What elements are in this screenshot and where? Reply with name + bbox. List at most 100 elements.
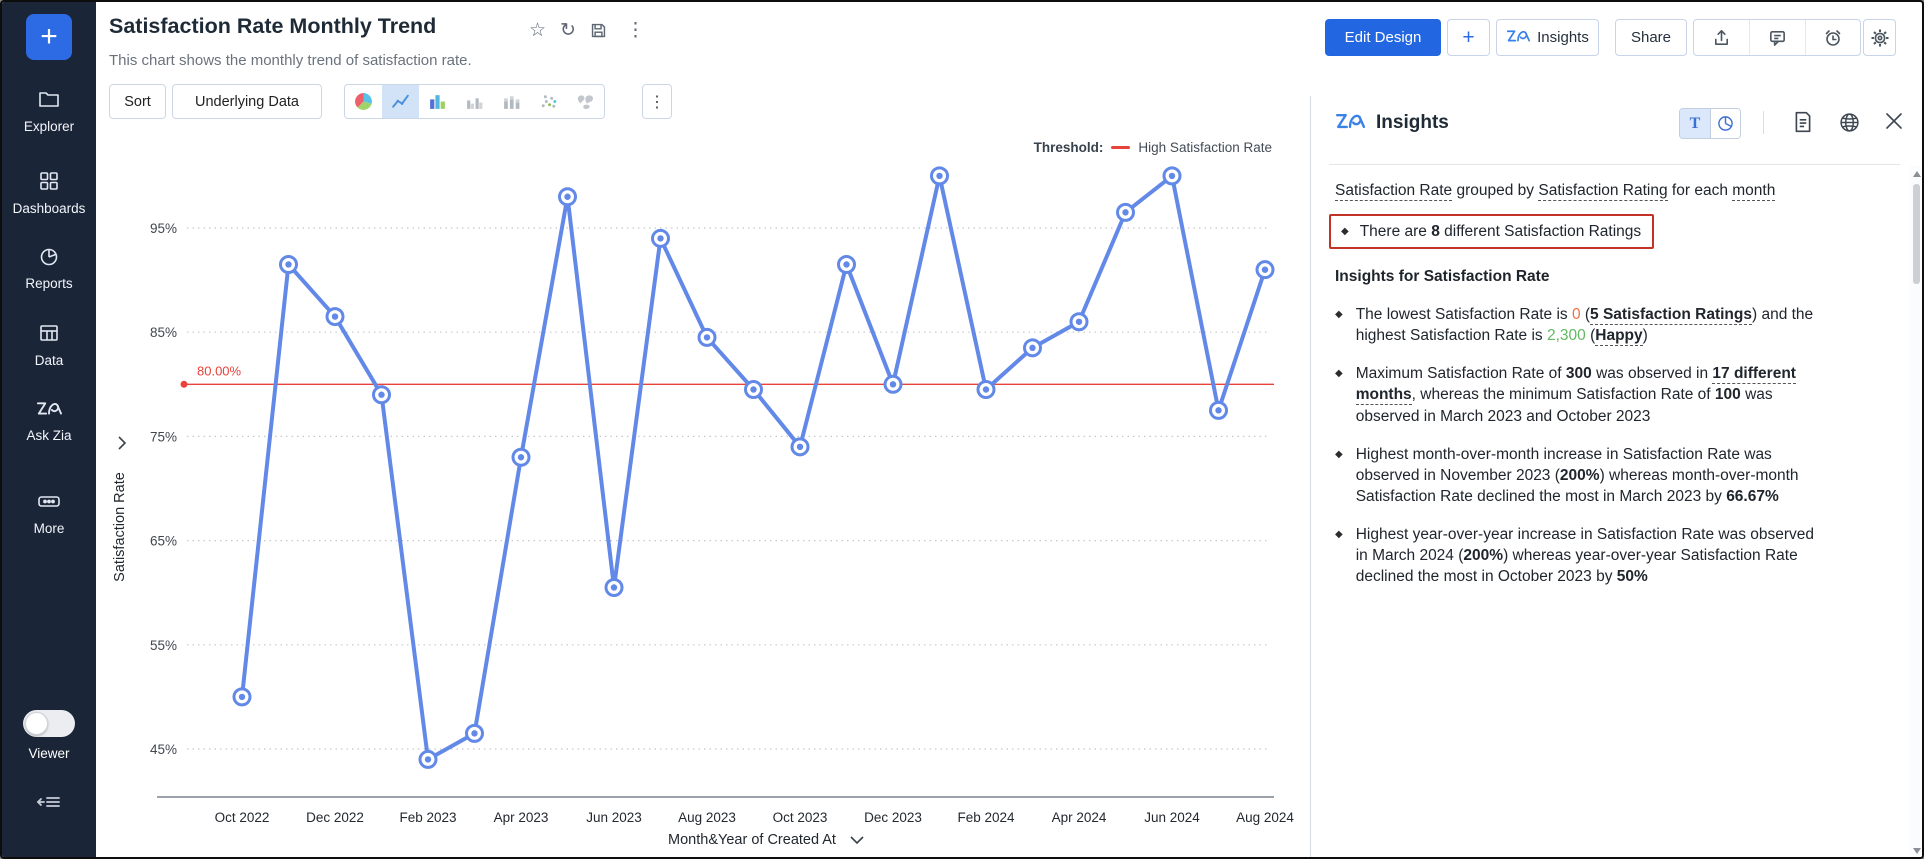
- data-point[interactable]: [651, 228, 670, 248]
- insight-text-segment[interactable]: 17 different months: [1355, 365, 1796, 406]
- insight-text-segment: ) and the highest Satisfaction Rate is: [1355, 306, 1814, 345]
- collapse-sidebar-icon[interactable]: [35, 790, 63, 814]
- data-point[interactable]: [790, 437, 810, 457]
- reports-pie-icon: [2, 243, 96, 269]
- highlighted-insight-text: There are 8 different Satisfaction Ratin…: [1360, 221, 1641, 242]
- alert-icon[interactable]: [1804, 20, 1860, 55]
- y-axis-title[interactable]: Satisfaction Rate: [112, 472, 128, 582]
- data-point[interactable]: [1209, 400, 1228, 420]
- viewer-mode-toggle[interactable]: [23, 710, 75, 737]
- comment-icon[interactable]: [1749, 20, 1804, 55]
- pie-chart-icon[interactable]: [345, 85, 382, 118]
- data-point[interactable]: [1162, 166, 1182, 186]
- insight-text-segment[interactable]: month: [1732, 182, 1776, 201]
- insight-text-segment: 200%: [1559, 466, 1600, 484]
- sidebar-item-explorer[interactable]: Explorer: [2, 86, 96, 134]
- chevron-down-icon: [850, 836, 864, 845]
- export-icon[interactable]: [1694, 20, 1749, 55]
- scroll-down-arrow[interactable]: [1913, 848, 1921, 854]
- insight-text-segment: ) whereas month-over-month Satisfaction …: [1355, 466, 1799, 505]
- text-view-toggle[interactable]: T: [1680, 109, 1710, 138]
- divider: [1763, 111, 1764, 134]
- threshold-value-label: 80.00%: [197, 363, 242, 378]
- data-point[interactable]: [1069, 312, 1089, 332]
- scrollbar-thumb[interactable]: [1913, 184, 1920, 284]
- sidebar-item-reports[interactable]: Reports: [2, 243, 96, 291]
- share-button[interactable]: Share: [1615, 19, 1687, 56]
- data-point[interactable]: [465, 723, 484, 743]
- summary-doc-icon[interactable]: [1793, 111, 1813, 138]
- insight-text-segment: 200%: [1463, 546, 1504, 564]
- bar-chart-icon[interactable]: [419, 85, 456, 118]
- data-point[interactable]: [930, 166, 949, 186]
- globe-icon[interactable]: [1839, 112, 1860, 138]
- title-kebab-icon[interactable]: ⋮: [626, 20, 645, 41]
- trend-line-chart[interactable]: 95% 85% 75% 65% 55% 45% 80.00% Oct 2022 Dec 2022…: [102, 132, 1302, 856]
- create-new-button[interactable]: +: [26, 14, 72, 60]
- sidebar-item-data[interactable]: Data: [2, 320, 96, 368]
- edit-design-button[interactable]: Edit Design: [1325, 19, 1441, 56]
- sidebar-item-label: Reports: [25, 276, 73, 291]
- insight-text-segment[interactable]: Satisfaction Rate: [1335, 182, 1453, 201]
- bullet-diamond-icon: ◆: [1335, 528, 1343, 540]
- sidebar-item-dashboards[interactable]: Dashboards: [2, 168, 96, 216]
- sidebar-item-ask-zia[interactable]: Ask Zia: [2, 395, 96, 443]
- legend-title: Threshold:: [1033, 140, 1104, 155]
- insight-text-segment: grouped by: [1452, 182, 1539, 199]
- data-point[interactable]: [1116, 202, 1135, 222]
- save-icon[interactable]: [590, 21, 607, 47]
- insight-bullet: ◆ Highest month-over-month increase in Sa…: [1335, 444, 1821, 507]
- scatter-plot-icon[interactable]: [530, 85, 567, 118]
- insight-text-segment[interactable]: 5 Satisfaction Ratings: [1590, 306, 1752, 326]
- map-chart-icon[interactable]: [567, 85, 604, 118]
- zia-icon: [1335, 110, 1366, 136]
- panel-scrollbar[interactable]: [1910, 166, 1922, 857]
- sidebar-item-label: More: [33, 521, 65, 536]
- data-point[interactable]: [511, 447, 531, 467]
- folder-icon: [2, 86, 96, 112]
- insights-button-label: Insights: [1537, 29, 1589, 46]
- insight-text-segment[interactable]: Satisfaction Rating: [1538, 182, 1668, 201]
- data-point[interactable]: [976, 380, 996, 400]
- insights-view-toggle: T: [1679, 108, 1741, 139]
- data-point[interactable]: [744, 380, 763, 400]
- insights-summary: Satisfaction Rate grouped by Satisfactio…: [1335, 180, 1827, 201]
- y-tick-label: 95%: [150, 221, 177, 236]
- data-point[interactable]: [604, 577, 624, 597]
- refresh-icon[interactable]: ↻: [560, 20, 576, 41]
- stacked-bar-icon[interactable]: [493, 85, 530, 118]
- data-point[interactable]: [558, 187, 577, 207]
- data-point[interactable]: [325, 307, 345, 327]
- insight-text-segment: 100: [1714, 386, 1741, 404]
- sidebar-item-more[interactable]: More: [2, 488, 96, 536]
- data-point[interactable]: [883, 374, 903, 394]
- data-point[interactable]: [232, 687, 252, 707]
- settings-icon[interactable]: [1864, 20, 1895, 55]
- underlying-data-button[interactable]: Underlying Data: [172, 84, 322, 119]
- data-point[interactable]: [1023, 338, 1042, 358]
- grid-icon: [2, 168, 96, 194]
- bullet-diamond-icon: ◆: [1335, 368, 1343, 380]
- add-button[interactable]: +: [1447, 19, 1490, 56]
- x-axis-title[interactable]: Month&Year of Created At: [668, 832, 836, 848]
- insights-button[interactable]: Insights: [1496, 19, 1599, 56]
- insight-text-segment[interactable]: Happy: [1595, 327, 1643, 347]
- scroll-up-arrow[interactable]: [1913, 171, 1921, 177]
- favorite-star-icon[interactable]: ☆: [529, 20, 547, 41]
- x-tick-label: Dec 2023: [864, 810, 922, 825]
- toolbar-kebab-icon[interactable]: ⋮: [642, 84, 672, 119]
- close-icon[interactable]: [1885, 112, 1903, 135]
- data-point[interactable]: [1255, 260, 1275, 280]
- data-point[interactable]: [372, 385, 391, 405]
- data-point[interactable]: [279, 254, 298, 274]
- line-chart-icon[interactable]: [382, 85, 419, 118]
- clustered-bar-icon[interactable]: [456, 85, 493, 118]
- data-point[interactable]: [697, 327, 717, 347]
- chart-view-toggle[interactable]: [1710, 109, 1740, 138]
- insight-text-segment: The lowest Satisfaction Rate is: [1355, 306, 1572, 324]
- insight-text-segment: was observed in: [1591, 365, 1713, 383]
- data-point[interactable]: [418, 749, 438, 769]
- data-point[interactable]: [837, 254, 856, 274]
- sort-button[interactable]: Sort: [109, 84, 166, 119]
